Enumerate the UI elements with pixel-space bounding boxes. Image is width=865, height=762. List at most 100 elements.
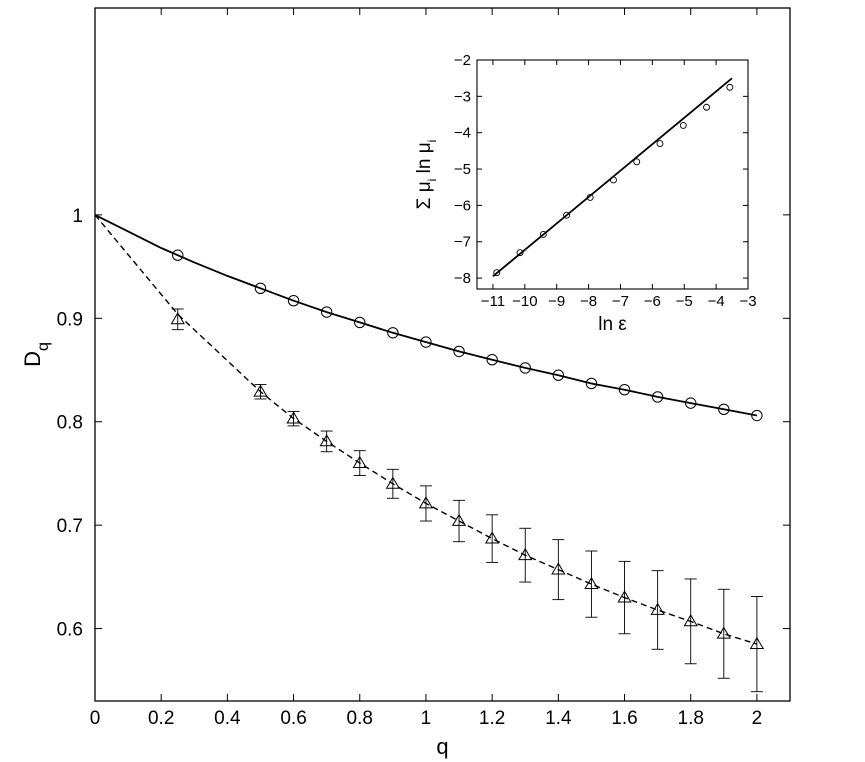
inset-circle-point (679, 121, 687, 129)
main-circle-point (453, 345, 465, 358)
inset-circle-point (703, 103, 711, 111)
inset-circle-point (493, 269, 501, 277)
inset-x-ticks: −11 −10 −9 −8 −7 −6 −5 −4 −3 (481, 60, 757, 310)
main-triangle-point (683, 614, 698, 627)
inset-x-tick-label: −4 (708, 293, 725, 310)
main-circle-point (387, 327, 399, 339)
main-circle-point (651, 391, 664, 403)
main-x-tick-label: 0.4 (214, 708, 241, 729)
main-x-ticks: 0 0.2 0.4 0.6 0.8 1 1.2 1.4 1.6 1.8 2 (90, 8, 762, 729)
inset-y-tick-label: −6 (454, 197, 471, 214)
inset-x-tick-label: −7 (612, 293, 629, 310)
main-x-tick-label: 0.6 (280, 708, 306, 729)
inset-series-layer (492, 77, 734, 277)
main-circle-point (519, 362, 531, 374)
main-x-tick-label: 1.4 (545, 708, 572, 729)
main-x-tick-label: 1.2 (479, 708, 505, 729)
main-circle-point (685, 397, 697, 409)
main-circle-point (751, 409, 763, 422)
inset-y-tick-label: −2 (454, 52, 471, 69)
inset-x-tick-label: −9 (548, 293, 565, 310)
inset-y-axis-label-mid: ln μ (414, 142, 435, 178)
main-circle-point (172, 249, 184, 261)
main-x-tick-label: 0.8 (347, 708, 373, 729)
inset-plot-frame (476, 59, 749, 290)
inset-x-tick-label: −3 (739, 293, 756, 310)
main-triangle-point (170, 312, 185, 325)
main-triangle-point (253, 384, 268, 397)
inset-y-ticks: −8 −7 −6 −5 −4 −3 −2 (454, 52, 748, 287)
main-circle-point (718, 403, 730, 416)
main-plot-frame (94, 7, 791, 702)
main-circle-point (354, 316, 366, 329)
main-circle-point (486, 353, 498, 366)
inset-plot: −11 −10 −9 −8 −7 −6 −5 −4 −3 −8 −7 −6 −5 −4 −3 −2 ln ε… (414, 52, 757, 335)
main-y-tick-label: 0.6 (57, 620, 83, 641)
inset-y-tick-label: −7 (454, 234, 471, 251)
main-triangle-point (716, 626, 731, 639)
main-x-tick-label: 1 (421, 708, 432, 729)
inset-x-tick-label: −8 (580, 293, 597, 310)
main-y-tick-label: 1 (72, 206, 83, 227)
main-y-ticks: 0.6 0.7 0.8 0.9 1 (57, 206, 790, 641)
inset-x-tick-label: −10 (512, 293, 537, 310)
main-y-axis-label: Dq (20, 342, 52, 367)
inset-x-axis-label: ln ε (598, 314, 627, 335)
main-series-solid-line (94, 214, 758, 417)
main-x-tick-label: 1.6 (611, 708, 637, 729)
main-circle-point (320, 306, 333, 318)
main-triangle-point (551, 562, 566, 575)
main-circle-point (420, 336, 432, 348)
main-x-tick-label: 2 (752, 708, 763, 729)
main-x-tick-label: 1.8 (678, 708, 704, 729)
main-triangle-point (584, 576, 599, 590)
main-series-layer (94, 214, 765, 693)
inset-x-tick-label: −6 (644, 293, 661, 310)
main-triangle-point (418, 496, 434, 509)
main-triangle-point (286, 411, 301, 424)
main-y-axis-label-subscript: q (35, 342, 52, 351)
inset-circle-point (633, 158, 641, 166)
inset-y-tick-label: −5 (454, 161, 471, 178)
inset-y-axis-label: Σ μi ln μi (414, 140, 439, 210)
inset-y-tick-label: −4 (454, 125, 471, 142)
main-triangle-point (385, 476, 401, 489)
inset-y-tick-label: −3 (454, 88, 471, 105)
main-plot: 0 0.2 0.4 0.6 0.8 1 1.2 1.4 1.6 1.8 2 0.6 0.7 0.8 0.9… (20, 7, 791, 759)
main-triangle-point (484, 531, 500, 544)
inset-circle-point (516, 249, 524, 257)
inset-circle-point (610, 176, 617, 184)
inset-circle-point (539, 231, 547, 238)
main-circle-point (287, 295, 300, 307)
main-y-axis-label-main: D (20, 351, 45, 367)
inset-circle-point (656, 140, 664, 148)
inset-circle-point (586, 193, 594, 201)
main-circle-point (618, 383, 631, 396)
inset-y-axis-label-sub1: i (425, 179, 439, 182)
main-x-axis-label: q (436, 734, 448, 759)
main-circle-point (585, 377, 598, 390)
inset-y-axis-label-sum: Σ μ (414, 181, 435, 209)
main-triangle-point (319, 434, 334, 447)
main-series-dashed-line (94, 214, 758, 645)
inset-x-tick-label: −5 (676, 293, 693, 310)
inset-circle-point (726, 83, 734, 91)
inset-x-tick-label: −11 (481, 293, 505, 310)
main-x-tick-label: 0.2 (148, 708, 174, 729)
inset-y-axis-label-sub2: i (425, 140, 439, 143)
main-circle-point (552, 369, 565, 381)
main-triangle-point (518, 547, 533, 561)
inset-circle-point (563, 211, 571, 219)
main-y-tick-label: 0.7 (57, 516, 83, 537)
main-triangle-point (352, 455, 367, 469)
inset-y-tick-label: −8 (454, 270, 471, 287)
main-triangle-point (749, 636, 765, 650)
main-x-tick-label: 0 (90, 708, 101, 729)
main-circle-point (254, 282, 267, 295)
main-triangle-point (650, 602, 665, 615)
main-triangle-point (451, 513, 467, 526)
main-y-tick-label: 0.8 (57, 413, 83, 434)
main-y-tick-label: 0.9 (57, 309, 83, 330)
main-triangle-point (617, 590, 632, 603)
